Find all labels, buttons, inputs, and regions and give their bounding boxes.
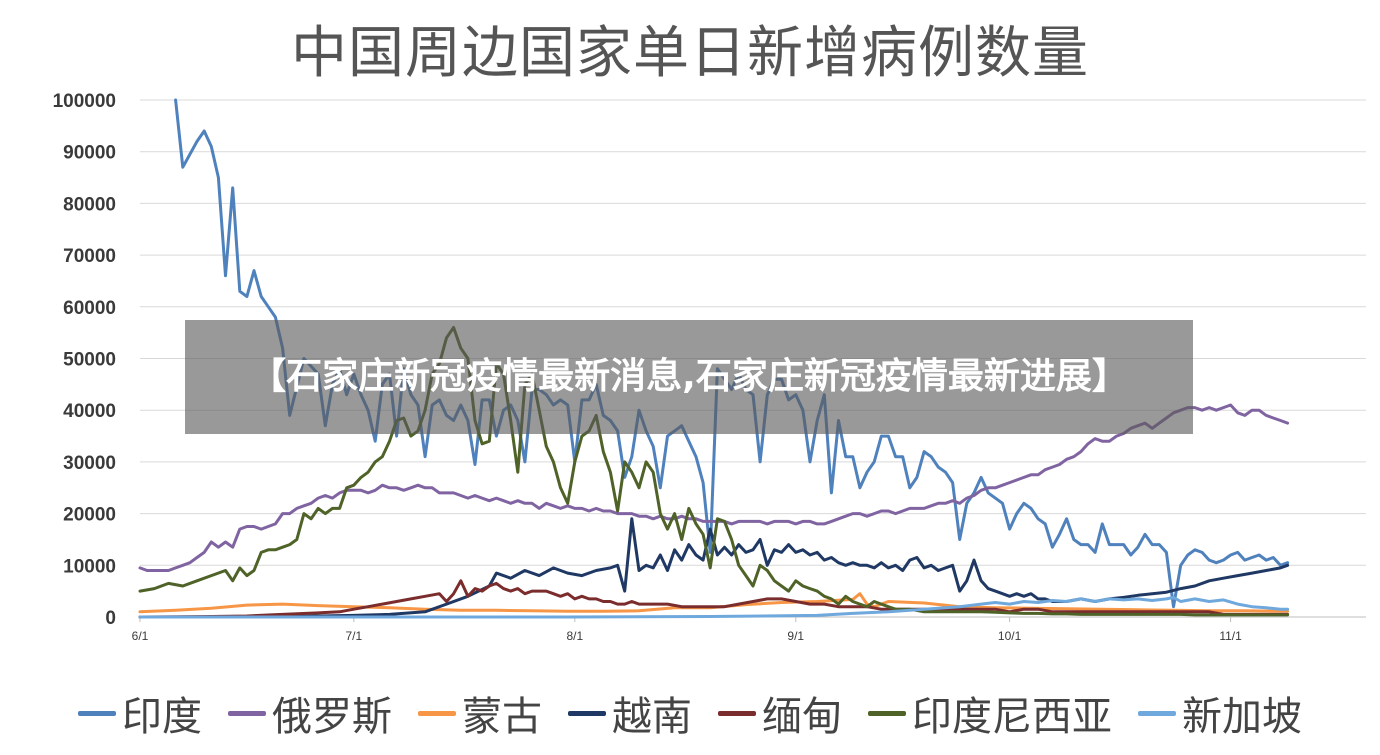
legend-label: 印度尼西亚 <box>912 694 1112 740</box>
legend-label: 缅甸 <box>762 694 842 740</box>
series-line <box>138 595 1290 619</box>
chart-title: 中国周边国家单日新增病例数量 <box>291 21 1089 86</box>
legend-item: 蒙古 <box>418 684 542 742</box>
series-line <box>138 592 1290 614</box>
x-tick-label: 7/1 <box>345 629 362 643</box>
legend-swatch <box>418 710 456 716</box>
legend-swatch <box>718 710 756 716</box>
y-tick-label: 50000 <box>63 350 116 371</box>
legend-label: 俄罗斯 <box>272 694 392 740</box>
x-tick-label: 8/1 <box>566 629 583 643</box>
gridlines <box>140 99 1366 618</box>
y-tick-label: 60000 <box>63 298 116 319</box>
series-line <box>138 579 1290 619</box>
legend-item: 印度 <box>78 684 202 742</box>
legend-item: 缅甸 <box>718 684 842 742</box>
y-tick-label: 40000 <box>63 401 116 422</box>
legend-label: 印度 <box>122 694 202 740</box>
x-axis-ticks: 6/1 7/1 8/1 9/1 10/1 11/1 <box>132 617 1242 643</box>
x-tick-label: 9/1 <box>787 629 804 643</box>
series-line <box>138 403 1290 572</box>
legend-label: 越南 <box>612 694 692 740</box>
x-tick-label: 11/1 <box>1219 629 1242 643</box>
legend-swatch <box>568 710 606 716</box>
y-tick-label: 20000 <box>63 505 116 526</box>
y-axis-ticks: 0 10000 20000 30000 40000 50000 60000 70000 8000… <box>53 91 116 629</box>
x-tick-label: 10/1 <box>998 629 1022 643</box>
y-tick-label: 100000 <box>53 91 116 112</box>
y-tick-label: 90000 <box>63 143 116 164</box>
legend: 印度 俄罗斯 蒙古 越南 缅甸 印度尼西亚 新加坡 <box>0 682 1380 744</box>
legend-swatch <box>228 710 266 716</box>
legend-item: 新加坡 <box>1138 684 1302 742</box>
y-tick-label: 0 <box>105 608 116 629</box>
legend-swatch <box>78 710 116 716</box>
legend-swatch <box>868 710 906 716</box>
legend-label: 新加坡 <box>1182 694 1302 740</box>
y-tick-label: 80000 <box>63 194 116 215</box>
headline-banner: 【石家庄新冠疫情最新消息,石家庄新冠疫情最新进展】 <box>185 320 1193 434</box>
legend-item: 越南 <box>568 684 692 742</box>
legend-swatch <box>1138 710 1176 716</box>
legend-item: 俄罗斯 <box>228 684 392 742</box>
y-tick-label: 10000 <box>63 556 116 577</box>
legend-label: 蒙古 <box>462 694 542 740</box>
x-tick-label: 6/1 <box>132 629 149 643</box>
y-tick-label: 70000 <box>63 246 116 267</box>
headline-text: 【石家庄新冠疫情最新消息,石家庄新冠疫情最新进展】 <box>250 356 1128 397</box>
series-line <box>138 326 1290 617</box>
y-tick-label: 30000 <box>63 453 116 474</box>
legend-item: 印度尼西亚 <box>868 684 1112 742</box>
